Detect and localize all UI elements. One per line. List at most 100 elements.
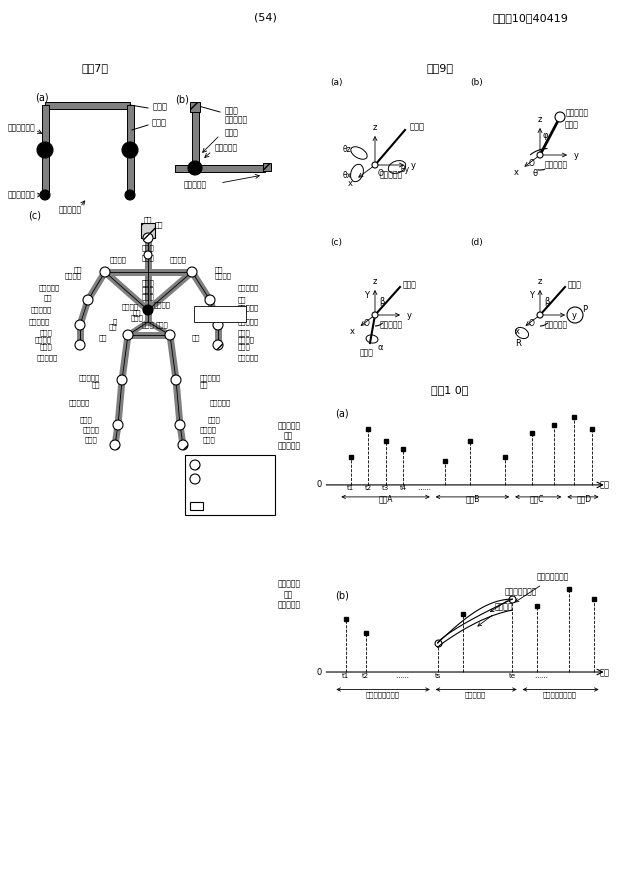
Text: 前基本動きデータ: 前基本動きデータ xyxy=(366,692,400,698)
Text: ジョイント: ジョイント xyxy=(545,320,568,329)
Text: 右射サイト0: 右射サイト0 xyxy=(208,309,232,315)
Text: Y: Y xyxy=(529,290,534,300)
Text: (a): (a) xyxy=(330,78,343,87)
Text: O: O xyxy=(529,319,535,328)
Circle shape xyxy=(213,340,223,350)
Text: 動きA: 動きA xyxy=(378,495,393,504)
Circle shape xyxy=(110,440,120,450)
Text: 『囷9』: 『囷9』 xyxy=(427,63,454,73)
Text: (b): (b) xyxy=(470,78,483,87)
Text: φ: φ xyxy=(542,131,548,140)
Text: t3: t3 xyxy=(382,485,389,490)
Text: x: x xyxy=(347,179,352,188)
Text: 右足首: 右足首 xyxy=(208,417,221,424)
Text: y: y xyxy=(410,160,415,169)
Text: 脊骨: 脊骨 xyxy=(132,310,141,316)
Text: 前向き予測曲線: 前向き予測曲線 xyxy=(490,587,537,611)
Text: 腰部: 腰部 xyxy=(155,222,164,229)
Text: 付け根: 付け根 xyxy=(131,315,143,321)
Text: 特開〆10－40419: 特開〆10－40419 xyxy=(492,13,568,23)
Text: （右下腿）: （右下腿） xyxy=(210,400,231,407)
Text: y: y xyxy=(573,150,578,159)
Text: セクグメント: セクグメント xyxy=(8,190,36,199)
Text: 右腹: 右腹 xyxy=(215,267,224,273)
Text: (c): (c) xyxy=(330,239,342,247)
Circle shape xyxy=(83,295,93,305)
Text: θ: θ xyxy=(533,168,538,177)
Text: ……: …… xyxy=(395,673,409,679)
Text: ジョイント: ジョイント xyxy=(545,160,568,169)
Circle shape xyxy=(125,190,135,200)
Text: 右膝: 右膝 xyxy=(200,382,208,388)
Text: リンク: リンク xyxy=(203,489,217,498)
Text: （右手）: （右手） xyxy=(238,336,255,344)
Text: 右手首: 右手首 xyxy=(238,329,251,336)
Text: 上位階層の: 上位階層の xyxy=(205,503,226,509)
Text: （左前腿）: （左前腿） xyxy=(29,319,50,326)
Text: リンク: リンク xyxy=(565,120,579,130)
Text: （首）: （首） xyxy=(141,255,154,262)
Text: 『囷7』: 『囷7』 xyxy=(82,63,108,73)
Text: （右下肌）: （右下肌） xyxy=(238,355,259,361)
Text: スケルトン: スケルトン xyxy=(225,116,248,125)
Text: P: P xyxy=(582,305,587,314)
Circle shape xyxy=(75,340,85,350)
Text: 横: 横 xyxy=(113,319,117,326)
Text: セクグメント: セクグメント xyxy=(8,124,36,133)
Text: z: z xyxy=(373,123,377,132)
Text: 左鎖関節: 左鎖関節 xyxy=(110,256,127,263)
Text: 左手首: 左手首 xyxy=(39,329,52,336)
Text: ジョイント: ジョイント xyxy=(380,320,403,329)
Text: 右鎖関節: 右鎖関節 xyxy=(169,256,187,263)
Text: （右肩）: （右肩） xyxy=(215,272,232,279)
Text: t2: t2 xyxy=(362,673,369,679)
Text: リンク: リンク xyxy=(568,280,582,289)
Text: 左手先: 左手先 xyxy=(39,344,52,351)
Bar xyxy=(192,110,199,168)
Text: （胸）: （胸） xyxy=(141,287,154,294)
Text: 右肘: 右肘 xyxy=(238,296,247,303)
Text: （左下腿）: （左下腿） xyxy=(69,400,90,407)
Text: 右射サイト1: 右射サイト1 xyxy=(208,315,232,321)
Text: ジョイント: ジョイント xyxy=(59,206,82,214)
Text: （左足）: （左足） xyxy=(83,426,100,433)
Text: エンドサイト: エンドサイト xyxy=(203,460,231,470)
Text: 左腹: 左腹 xyxy=(73,267,82,273)
Text: （右前腿）: （右前腿） xyxy=(238,319,259,326)
Circle shape xyxy=(187,267,197,277)
Text: θy: θy xyxy=(401,165,410,174)
Bar xyxy=(175,165,265,172)
Text: （頭）: （頭） xyxy=(141,224,154,231)
Circle shape xyxy=(537,312,543,318)
Text: 左膝: 左膝 xyxy=(92,382,100,388)
Text: t1: t1 xyxy=(347,485,354,490)
Circle shape xyxy=(100,267,110,277)
Text: O: O xyxy=(378,168,384,177)
Text: (54): (54) xyxy=(254,13,276,23)
Text: y: y xyxy=(406,311,412,320)
Text: 左足首: 左足首 xyxy=(79,417,92,424)
Text: β: β xyxy=(379,296,385,305)
Circle shape xyxy=(555,112,565,122)
Text: θx: θx xyxy=(343,171,352,180)
Circle shape xyxy=(171,375,181,385)
Text: ジョイント: ジョイント xyxy=(566,109,589,117)
Text: x: x xyxy=(350,328,355,336)
Text: (c): (c) xyxy=(28,210,41,220)
Text: サイト: サイト xyxy=(153,102,168,111)
Circle shape xyxy=(113,420,123,430)
Text: （左上腿）: （左上腿） xyxy=(39,285,60,291)
Text: （右上肌）: （右上肌） xyxy=(238,304,259,311)
Text: リンク: リンク xyxy=(360,349,374,358)
Circle shape xyxy=(175,420,185,430)
Text: t1: t1 xyxy=(342,673,350,679)
Text: 時刻: 時刻 xyxy=(599,481,609,490)
Text: 上方向: 上方向 xyxy=(141,294,154,300)
Text: (a): (a) xyxy=(35,93,48,103)
Text: （右上腿）: （右上腿） xyxy=(238,285,259,291)
Text: ts: ts xyxy=(434,673,441,679)
Text: リンク: リンク xyxy=(152,118,167,127)
Text: セグメント: セグメント xyxy=(205,509,226,515)
Text: α: α xyxy=(377,344,383,352)
Text: 後向き予測曲線: 後向き予測曲線 xyxy=(515,573,569,602)
